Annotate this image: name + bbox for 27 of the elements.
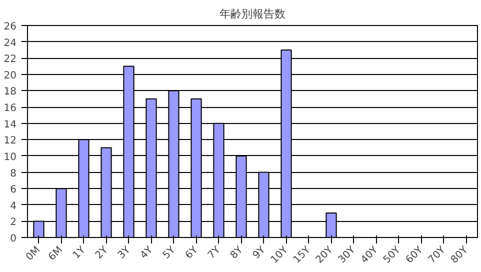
x-tick-label: 0M — [24, 244, 43, 263]
chart-title: 年齢別報告数 — [220, 8, 286, 20]
x-tick-label: 8Y — [228, 244, 246, 262]
y-tick-label: 6 — [10, 184, 17, 196]
x-tick-label: 6M — [46, 244, 66, 263]
y-tick-label: 18 — [4, 86, 17, 98]
y-tick-label: 24 — [4, 38, 17, 49]
y-tick-label: 20 — [4, 70, 17, 82]
y-tick-label: 16 — [4, 103, 17, 114]
y-tick-label: 4 — [10, 200, 17, 212]
x-tick-label: 1Y — [71, 244, 88, 262]
y-tick-label: 22 — [4, 54, 17, 66]
y-tick-label: 12 — [4, 136, 17, 147]
x-tick-label: 2Y — [94, 244, 111, 262]
x-tick-label: 9Y — [251, 244, 268, 262]
y-tick-label: 2 — [10, 217, 17, 228]
y-tick-label: 8 — [10, 168, 17, 180]
x-tick-label: 4Y — [138, 244, 156, 262]
y-tick-label: 10 — [4, 152, 17, 163]
x-tick-label: 40Y — [359, 244, 381, 266]
x-tick-label: 7Y — [206, 244, 224, 262]
x-tick-label: 3Y — [116, 244, 134, 262]
y-tick-label: 14 — [4, 119, 17, 130]
x-tick-label: 6Y — [184, 244, 201, 262]
x-tick-label: 5Y — [161, 244, 178, 262]
y-tick-label: 26 — [4, 22, 17, 32]
y-tick-label: 0 — [10, 234, 17, 244]
